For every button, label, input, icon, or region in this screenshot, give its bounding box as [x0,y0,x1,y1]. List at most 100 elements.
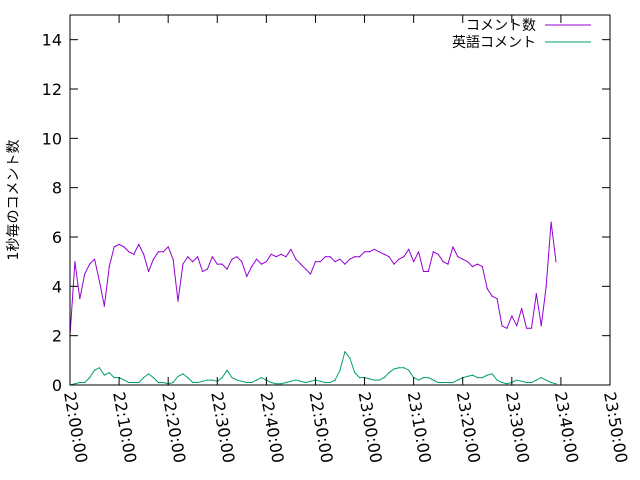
data-point [417,379,420,381]
data-point [383,377,385,379]
legend-label: コメント数 [466,18,536,34]
data-point [231,258,233,260]
data-point [305,381,307,384]
data-point [147,373,150,375]
data-point [437,381,439,384]
data-point [442,381,444,384]
data-point [476,263,479,265]
data-point [555,261,557,263]
y-tick-label: 0 [52,376,62,395]
data-point [197,381,199,384]
data-point [197,256,199,258]
data-point [128,251,130,253]
data-point [373,248,375,250]
data-point [319,261,321,263]
data-point [467,375,469,377]
data-point [535,293,537,295]
data-point [103,305,105,307]
data-point [393,368,395,370]
data-point [152,377,155,379]
data-point [530,381,533,384]
data-point [177,375,179,377]
data-point [187,256,189,258]
data-point [314,261,317,263]
data-point [525,381,528,384]
data-point [354,256,356,258]
y-tick-label: 12 [42,80,62,99]
data-point [447,381,449,384]
data-point [408,248,410,250]
data-point [344,263,346,265]
data-point [339,258,341,260]
data-point [221,263,223,265]
data-point [157,381,159,384]
data-point [555,383,557,385]
data-point [417,251,420,253]
data-point [530,327,533,329]
data-point [108,372,110,374]
data-point [442,261,444,263]
data-point [157,251,159,253]
data-point [270,253,272,255]
y-tick-label: 6 [52,228,62,247]
data-point [432,379,434,381]
data-point [147,270,150,273]
data-point [467,261,469,263]
data-point [113,377,115,379]
data-point [344,351,346,353]
data-point [93,369,96,371]
data-point [476,377,479,379]
data-point [501,381,503,384]
data-point [447,263,449,265]
series-line-0 [69,221,557,336]
data-point [378,379,380,381]
data-point [540,377,542,379]
data-point [201,270,204,273]
data-point [501,325,503,327]
data-point [413,261,415,263]
data-point [251,381,253,384]
data-point [290,380,292,382]
data-point [319,380,321,382]
data-point [221,377,223,379]
data-point [89,263,91,265]
data-point [511,315,513,317]
data-point [236,379,238,381]
plot-frame [69,14,611,386]
data-point [275,383,277,385]
data-point [241,261,243,263]
data-point [74,261,76,263]
data-point [486,374,488,376]
data-point [452,381,454,384]
data-point [285,256,287,258]
data-point [349,357,351,359]
data-point [192,261,194,263]
data-point [255,258,258,260]
plot-layer [69,221,557,386]
data-point [398,258,400,260]
data-point [471,374,474,376]
data-point [260,263,263,265]
data-point [241,380,243,382]
data-point [334,379,336,381]
data-point [162,381,164,384]
data-point [496,298,498,300]
y-tick-label: 2 [52,327,62,346]
data-point [84,273,86,275]
data-point [334,261,336,263]
data-point [496,379,498,381]
y-axis-title: 1秒毎のコメント数 [6,140,22,261]
data-point [270,381,272,384]
data-point [368,378,371,380]
data-point [172,381,174,384]
data-point [525,327,528,329]
data-point [187,377,189,379]
data-point [128,381,130,384]
data-point [280,253,282,255]
data-point [359,256,361,258]
data-point [437,253,439,255]
data-point [329,256,331,258]
data-point [98,280,101,282]
